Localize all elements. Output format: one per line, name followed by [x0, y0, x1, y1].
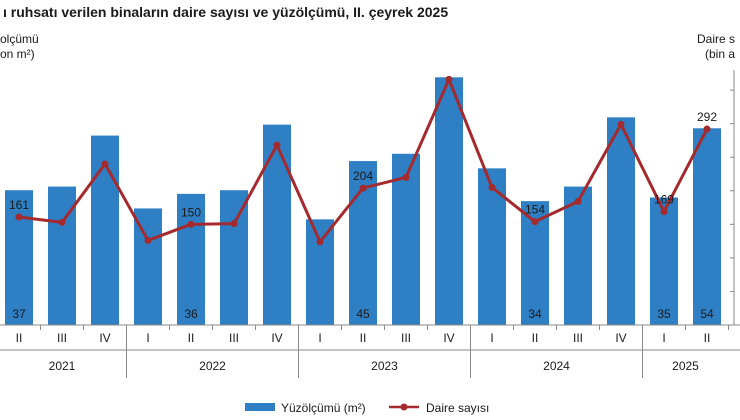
legend-label-line: Daire sayısı	[426, 401, 489, 415]
x-tick-label: II	[360, 331, 367, 345]
bar-data-label: 34	[528, 307, 542, 321]
bar	[5, 190, 33, 325]
year-label: 2021	[49, 359, 76, 373]
bar	[177, 193, 205, 325]
bar	[693, 128, 721, 325]
line-point	[574, 198, 582, 206]
bar	[564, 186, 592, 325]
bar-data-label: 36	[184, 307, 198, 321]
year-label: 2024	[543, 359, 570, 373]
line-point	[488, 183, 496, 191]
year-label-group: 2021 2022 2023 2024 2025	[49, 325, 699, 378]
year-label: 2025	[672, 359, 699, 373]
line-point	[703, 125, 711, 133]
x-tick-label: II	[704, 331, 711, 345]
bar	[263, 124, 291, 326]
bar	[650, 197, 678, 325]
line-point	[531, 218, 539, 226]
legend-swatch-marker	[400, 403, 408, 411]
bar-series	[5, 77, 721, 326]
x-tick-label: IV	[99, 331, 110, 345]
x-tick-label: II	[532, 331, 539, 345]
line-point	[617, 120, 625, 128]
x-tick-label-group: II III IV I II III IV I II III IV I II III IV I II	[16, 325, 729, 345]
line-data-label: 161	[9, 198, 29, 212]
line-point	[101, 160, 109, 168]
right-axis	[730, 70, 735, 326]
line-point	[660, 208, 668, 216]
bar-data-label: 45	[356, 307, 370, 321]
line-point	[230, 220, 238, 228]
line-point	[15, 213, 23, 221]
line-series	[15, 75, 711, 246]
line-point	[273, 141, 281, 149]
x-tick-label: I	[318, 331, 321, 345]
year-label: 2022	[199, 359, 226, 373]
x-tick-label: II	[16, 331, 23, 345]
x-tick-label: IV	[271, 331, 282, 345]
bar-label-group: 37 36 45 34 35 54	[12, 307, 714, 321]
x-tick-label: I	[662, 331, 665, 345]
x-tick-label: I	[490, 331, 493, 345]
x-tick-label: III	[229, 331, 239, 345]
x-tick-label: IV	[443, 331, 454, 345]
x-tick-label: III	[573, 331, 583, 345]
x-tick-label: III	[57, 331, 67, 345]
left-axis-title-line-1: olçümü	[0, 32, 39, 46]
bar	[220, 190, 248, 325]
line-point	[187, 220, 195, 228]
line-data-label: 292	[697, 110, 717, 124]
bar	[478, 168, 506, 325]
chart-title: ı ruhsatı verilen binaların daire sayısı…	[3, 4, 448, 20]
left-axis-title-line-2: on m²)	[0, 47, 35, 61]
legend-swatch-bar	[245, 403, 275, 411]
line-data-label: 169	[654, 193, 674, 207]
line-point	[144, 236, 152, 244]
x-axis	[0, 324, 740, 351]
x-tick-label: IV	[615, 331, 626, 345]
x-tick-label: I	[146, 331, 149, 345]
right-axis-title-line-2: (bin a	[705, 47, 735, 61]
line-point	[316, 238, 324, 246]
line-data-label: 204	[353, 169, 373, 183]
line-point	[445, 75, 453, 83]
bar-data-label: 54	[700, 307, 714, 321]
year-label: 2023	[371, 359, 398, 373]
legend: Yüzölçümü (m²) Daire sayısı	[245, 401, 489, 415]
line-data-label: 150	[181, 205, 201, 219]
line-point	[359, 184, 367, 192]
bar	[306, 219, 334, 325]
bar-data-label: 37	[12, 307, 26, 321]
line-data-label: 154	[525, 203, 545, 217]
bar	[607, 117, 635, 325]
legend-label-bar: Yüzölçümü (m²)	[281, 401, 366, 415]
bar	[134, 208, 162, 325]
line-label-group: 161 150 204 154 169 292	[9, 110, 717, 219]
right-axis-title-line-1: Daire s	[697, 32, 735, 46]
bar	[435, 77, 463, 326]
x-tick-label: II	[188, 331, 195, 345]
x-tick-label: III	[401, 331, 411, 345]
line-point	[402, 173, 410, 181]
bar-data-label: 35	[657, 307, 671, 321]
line-point	[58, 218, 66, 226]
bar	[392, 153, 420, 325]
